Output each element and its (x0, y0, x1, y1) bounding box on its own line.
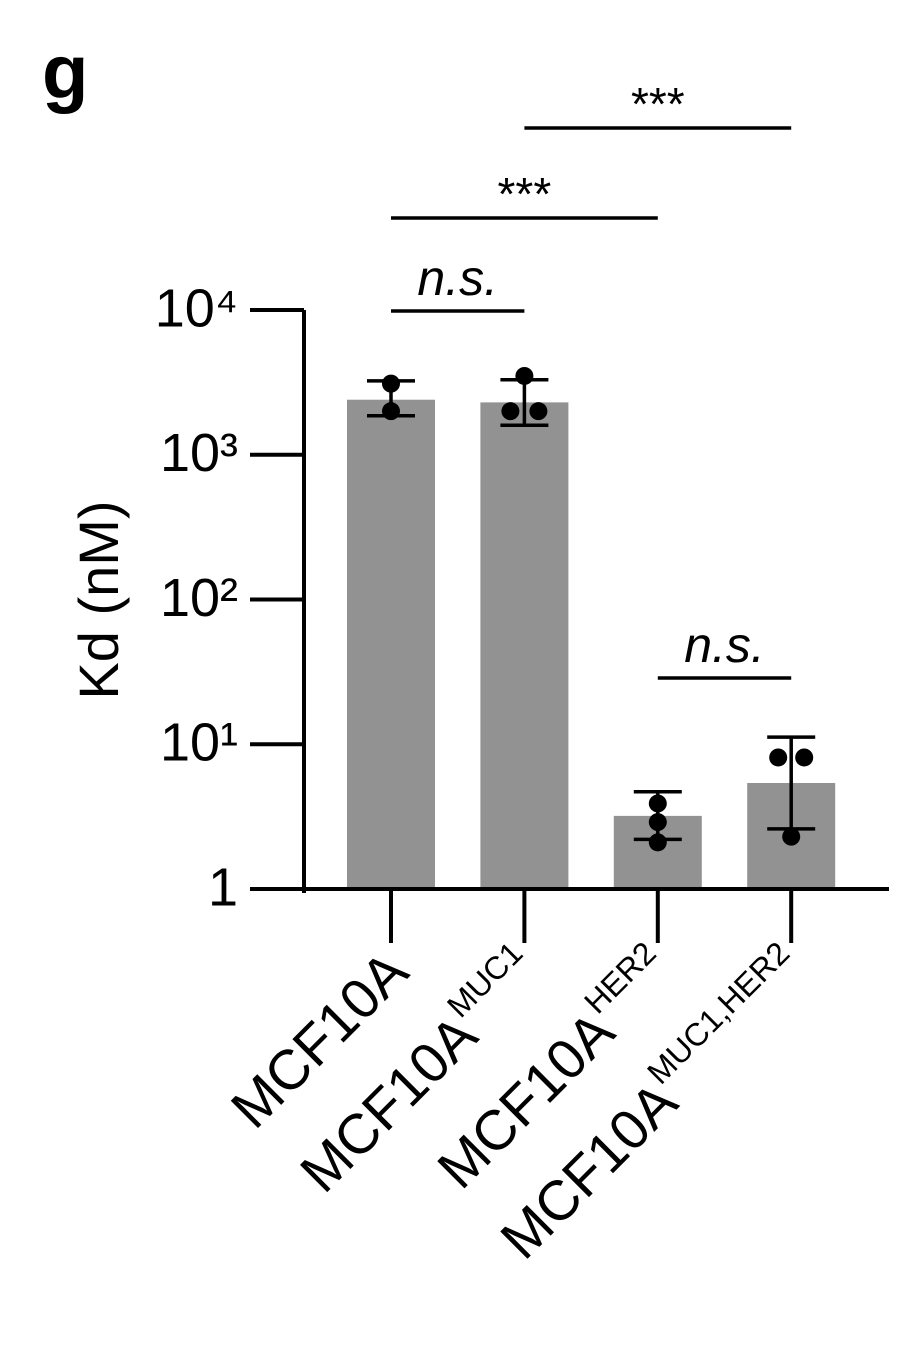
data-point (382, 402, 400, 421)
data-point (648, 794, 667, 813)
data-point (782, 827, 801, 846)
significance-label: n.s. (417, 250, 498, 306)
data-point (501, 402, 520, 421)
significance-label: *** (498, 168, 552, 220)
y-tick-label: 10² (160, 568, 238, 628)
category-superscript: HER2 (577, 935, 663, 1021)
bar (347, 399, 435, 887)
category-superscript: MUC1,HER2 (640, 935, 796, 1091)
panel-label: g (42, 30, 88, 115)
bar (480, 402, 569, 887)
data-point (769, 748, 788, 767)
y-tick-label: 10¹ (160, 713, 238, 773)
data-point (795, 748, 814, 767)
y-tick-label: 1 (208, 857, 238, 917)
y-tick-label: 10³ (160, 423, 238, 483)
data-point (648, 833, 667, 852)
significance-label: *** (631, 78, 685, 130)
data-point (382, 374, 400, 393)
y-tick-label: 10⁴ (155, 278, 238, 338)
data-point (648, 813, 667, 832)
y-axis-label: Kd (nM) (67, 500, 130, 699)
data-point (529, 402, 548, 421)
category-superscript: MUC1 (440, 935, 530, 1025)
data-point (515, 366, 534, 385)
significance-label: n.s. (684, 617, 765, 673)
